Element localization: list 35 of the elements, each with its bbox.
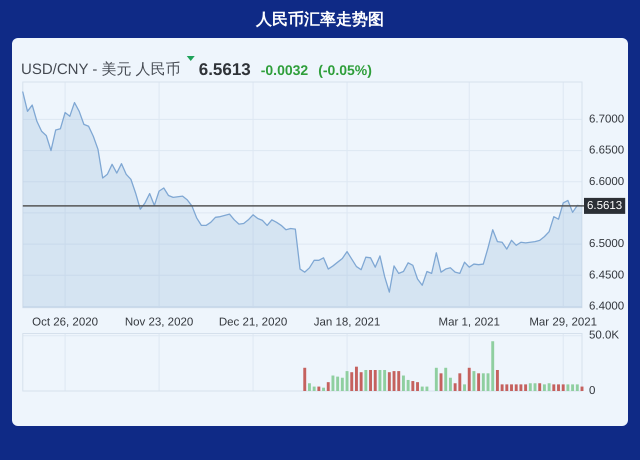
- y-tick-label: 0: [589, 385, 596, 397]
- y-tick-label: 6.7000: [589, 113, 624, 126]
- text: (-0.05%): [318, 62, 372, 78]
- x-tick-label: Dec 21, 2020: [218, 316, 288, 329]
- ref-line-label: 6.5613: [587, 200, 622, 212]
- y-tick-label: 6.4500: [589, 269, 624, 282]
- bar: [440, 373, 442, 391]
- bar: [364, 370, 368, 391]
- y-tick-label: 6.4000: [589, 300, 624, 312]
- y-tick-label: 6.5000: [589, 238, 624, 250]
- x-tick-label: Mar 1, 2021: [438, 316, 500, 329]
- text: -0.0032: [260, 62, 308, 78]
- bar: [425, 386, 428, 391]
- bar: [369, 370, 372, 391]
- x-tick-label: Oct 26, 2020: [32, 316, 98, 329]
- y-tick-label: 6.6000: [589, 176, 624, 188]
- chart-title: 人民币汇率走势图: [255, 10, 384, 28]
- bar: [458, 373, 462, 391]
- bar: [434, 368, 438, 391]
- text: 6.5613: [198, 60, 251, 79]
- bar: [477, 373, 480, 391]
- chart-subtitle: USD/CNY - 美元 人民币: [21, 61, 181, 78]
- bar: [317, 386, 320, 391]
- bar: [463, 384, 466, 391]
- x-tick-label: Mar 29, 2021: [529, 316, 598, 329]
- x-tick-label: Jan 18, 2021: [314, 316, 380, 329]
- bar: [454, 383, 457, 391]
- bar: [576, 384, 579, 391]
- y-tick-label: 6.6500: [589, 144, 624, 157]
- y-tick-label: 50.0K: [589, 330, 620, 342]
- x-tick-label: Nov 23, 2020: [124, 316, 194, 329]
- bar: [472, 371, 476, 391]
- bar: [580, 386, 584, 391]
- bar: [448, 378, 452, 391]
- bar: [322, 388, 325, 391]
